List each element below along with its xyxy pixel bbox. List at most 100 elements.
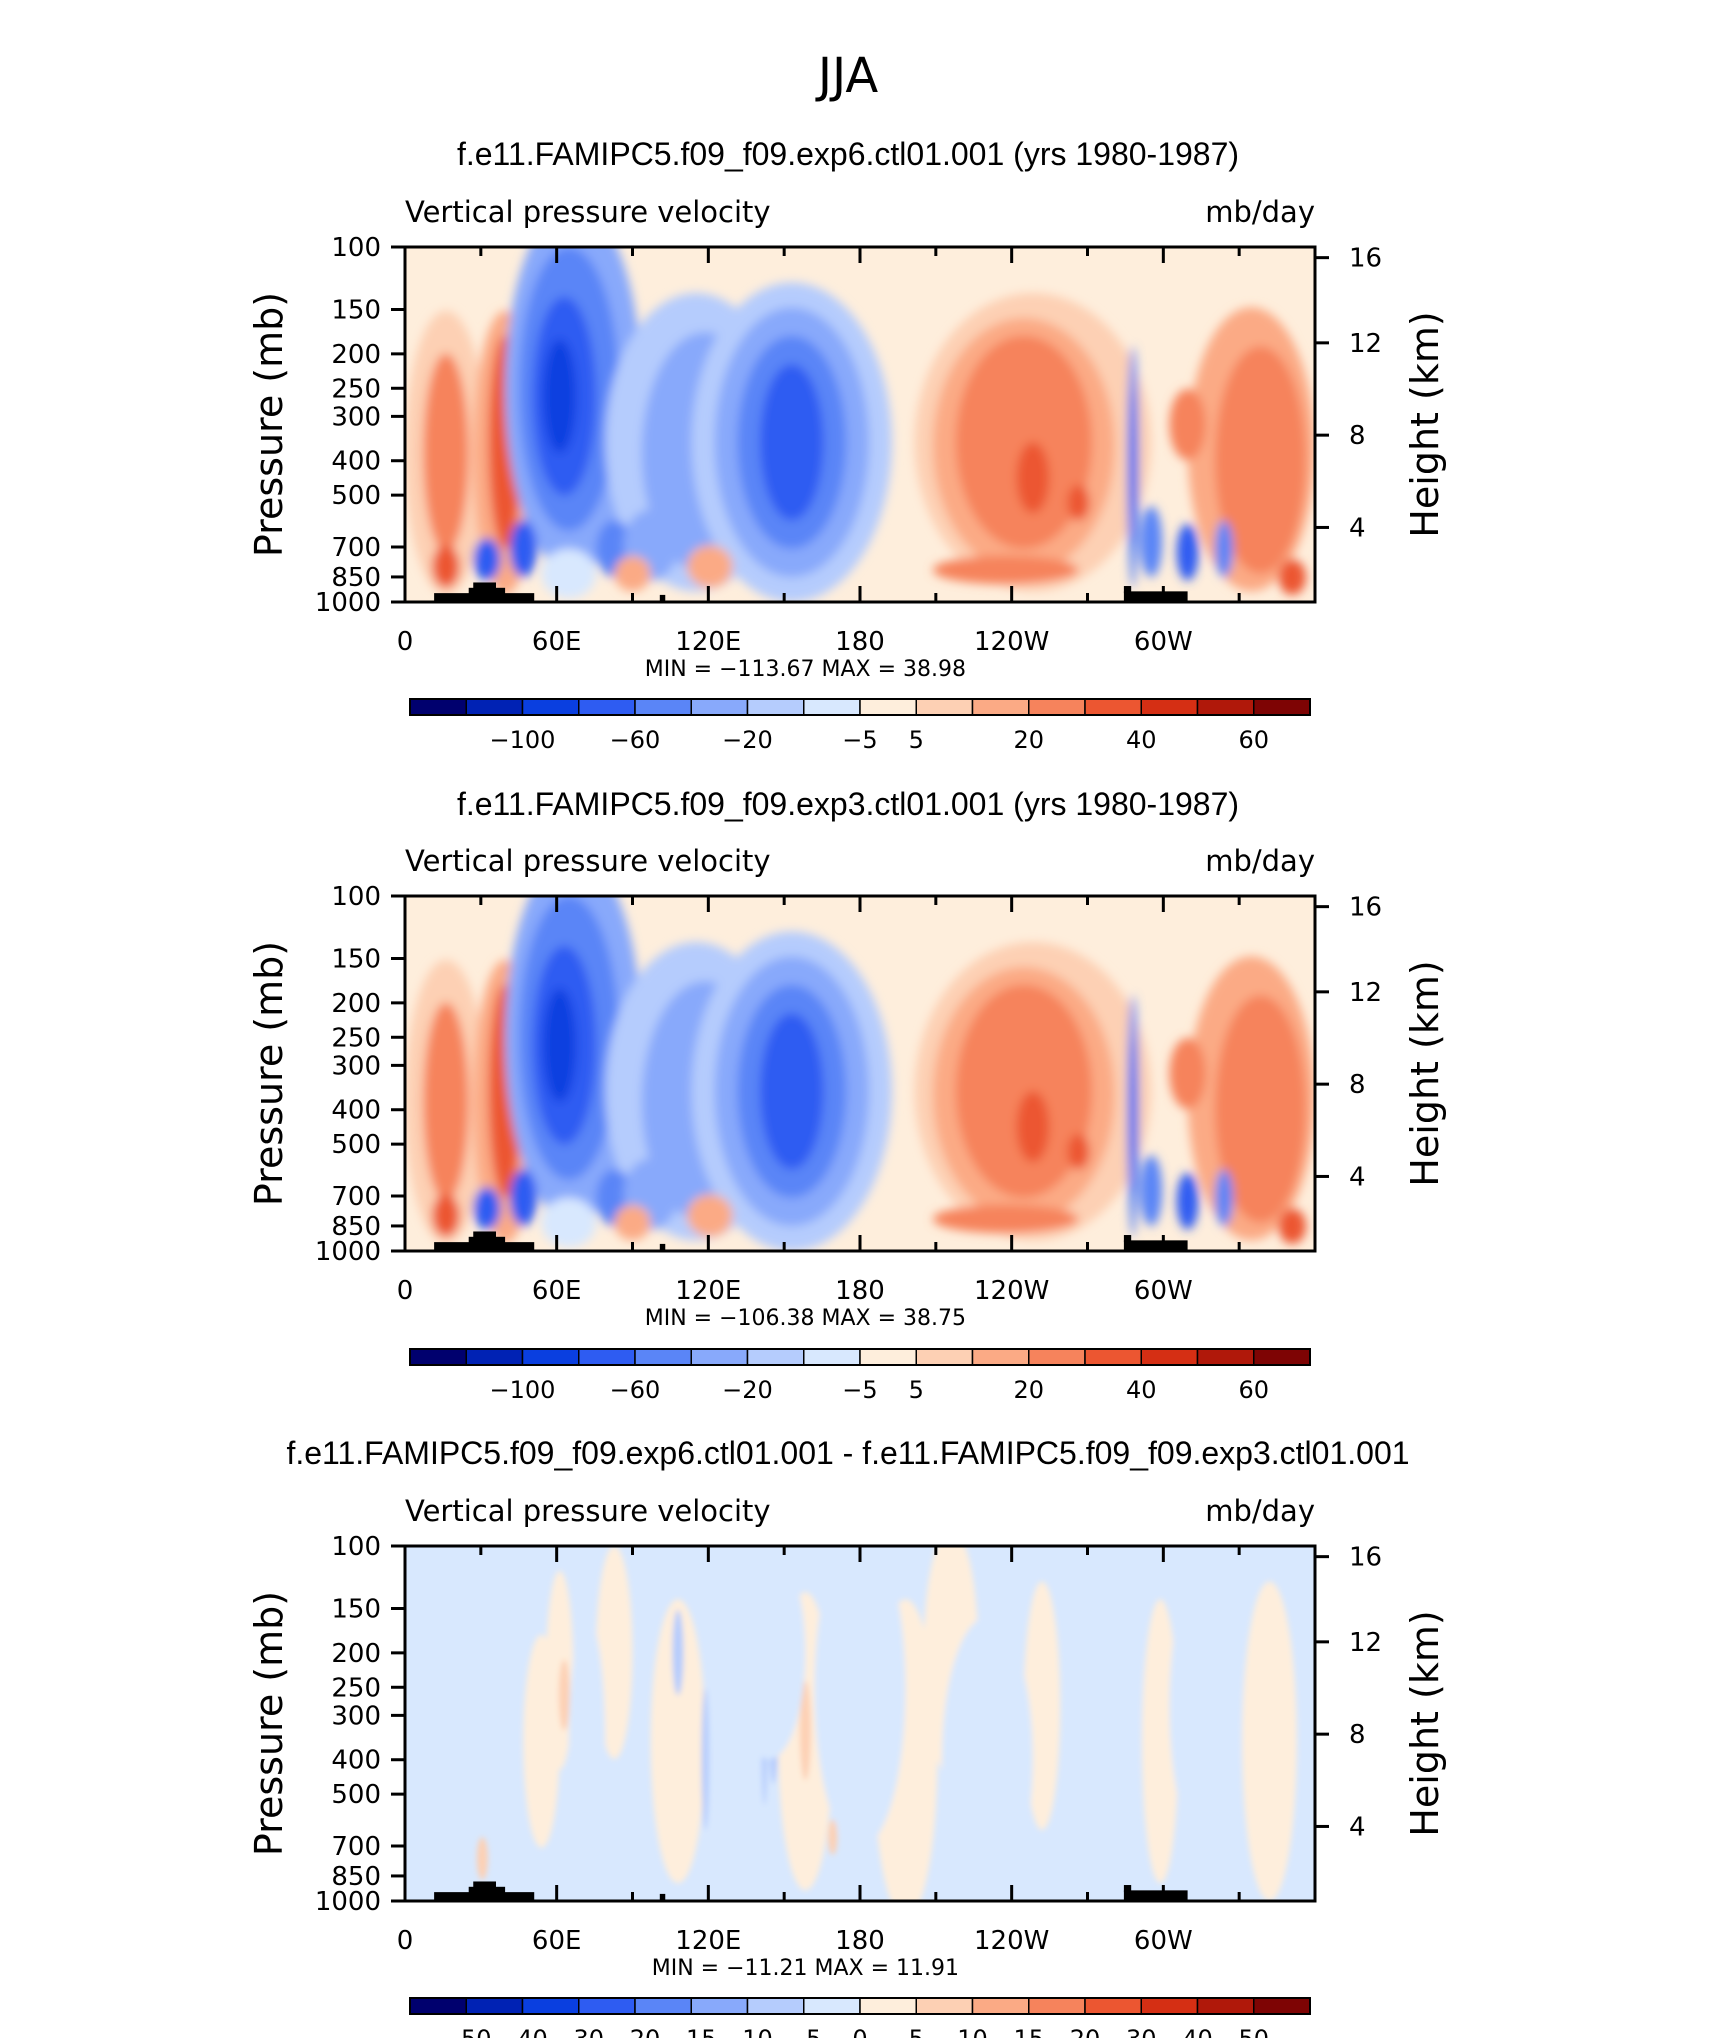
colorbar-box [1140, 698, 1199, 716]
y-tick-label: 150 [331, 945, 381, 975]
field-contour [672, 1609, 684, 1696]
y-tick-label: 250 [331, 1023, 381, 1053]
colorbar-box [578, 1997, 636, 2015]
colorbar-label: 20 [1070, 2025, 1101, 2038]
colorbar-box [1253, 1348, 1311, 1366]
colorbar-box [634, 1997, 692, 2015]
height-tick-label: 12 [1349, 1628, 1382, 1658]
x-tick-label: 120W [974, 627, 1049, 657]
colorbar-label: −20 [610, 2025, 661, 2038]
y-tick-label: 400 [331, 447, 381, 477]
y-axis-title: Pressure (mb) [247, 941, 291, 1206]
topography-block [468, 587, 506, 602]
field-contour [732, 1546, 806, 1759]
min-max-stats: MIN = −11.21 MAX = 11.91 [652, 1956, 959, 1981]
field-contour [543, 988, 577, 1102]
field-contour [450, 1563, 506, 1813]
y-tick-label: 850 [331, 563, 381, 593]
colorbar-box [690, 1997, 749, 2015]
field-contour [701, 1688, 709, 1830]
topography-block [1123, 586, 1132, 594]
field-contour [932, 1204, 1079, 1234]
colorbar-box [803, 698, 861, 716]
x-tick-label: 60E [532, 627, 582, 657]
x-tick-label: 0 [397, 627, 414, 657]
field-contour [1129, 1038, 1137, 1195]
figure-title: JJA [815, 48, 878, 104]
field-contour [759, 1013, 824, 1170]
x-tick-label: 0 [397, 1276, 414, 1306]
colorbar-box [465, 1348, 524, 1366]
colorbar-box [746, 1997, 805, 2015]
height-tick-label: 4 [1349, 513, 1366, 543]
topography-block [659, 1893, 666, 1901]
colorbar-box [1084, 1997, 1142, 2015]
colorbar-box [465, 698, 524, 716]
y-tick-label: 500 [331, 1780, 381, 1810]
colorbar-label: 30 [1126, 2025, 1157, 2038]
topography-block [468, 1236, 506, 1251]
colorbar-box [409, 698, 467, 716]
y-tick-label: 300 [331, 402, 381, 432]
contour-field [405, 1546, 1315, 1901]
variable-label: Vertical pressure velocity [405, 195, 771, 229]
units-label: mb/day [1205, 1494, 1315, 1528]
field-contour [432, 545, 460, 588]
field-contour [1140, 506, 1163, 578]
colorbar-label: 20 [1013, 726, 1044, 754]
field-contour [955, 335, 1093, 549]
colorbar-box [1196, 1997, 1255, 2015]
colorbar-label: −5 [842, 726, 877, 754]
field-contour [432, 1194, 460, 1237]
topography [434, 1881, 1188, 1901]
topography-block [473, 582, 496, 590]
y-axis-title: Pressure (mb) [247, 1591, 291, 1856]
y-tick-label: 250 [331, 1673, 381, 1703]
colorbar-box [1196, 698, 1255, 716]
colorbar-label: −20 [722, 1376, 773, 1404]
topography-block [1123, 1240, 1188, 1251]
y-tick-label: 200 [331, 989, 381, 1019]
field-contour [1067, 1133, 1090, 1170]
colorbar-box [859, 698, 917, 716]
y-tick-label: 300 [331, 1051, 381, 1081]
field-contour [1129, 389, 1137, 546]
min-max-stats: MIN = −106.38 MAX = 38.75 [645, 1306, 966, 1331]
y-tick-label: 150 [331, 296, 381, 326]
field-contour [759, 364, 824, 521]
field-contour [473, 538, 501, 581]
colorbar-label: 50 [1238, 2025, 1269, 2038]
contour-field [405, 247, 1315, 602]
colorbar-frame [409, 1997, 1311, 2015]
height-tick-label: 12 [1349, 329, 1382, 359]
colorbar-label: −10 [722, 2025, 773, 2038]
panel-title: f.e11.FAMIPC5.f09_f09.exp3.ctl01.001 (yr… [457, 786, 1239, 822]
colorbar-box [1253, 698, 1311, 716]
topography-block [1123, 1885, 1132, 1893]
colorbar-label: −5 [842, 1376, 877, 1404]
y-tick-label: 1000 [315, 1237, 381, 1267]
colorbar-box [1084, 1348, 1142, 1366]
colorbar-box [859, 1997, 917, 2015]
field-contour [509, 520, 537, 578]
field-contour [614, 1204, 651, 1241]
topography-block [473, 1881, 496, 1889]
colorbar-label: 15 [1013, 2025, 1044, 2038]
field-contour [1176, 523, 1199, 581]
y-tick-label: 400 [331, 1096, 381, 1126]
colorbar-label: −50 [441, 2025, 492, 2038]
height-tick-label: 12 [1349, 978, 1382, 1008]
y-tick-label: 400 [331, 1746, 381, 1776]
y-tick-label: 500 [331, 1130, 381, 1160]
colorbar-box [409, 1997, 467, 2015]
field-contour [828, 1819, 838, 1855]
field-contour [1169, 1038, 1206, 1109]
topography [434, 1231, 1188, 1251]
field-contour [568, 1617, 606, 1866]
colorbar-box [971, 1997, 1030, 2015]
y-tick-label: 1000 [315, 588, 381, 618]
field-contour [1242, 1581, 1297, 1901]
colorbar: −100 −60 −20 −5 5 20 40 60 [409, 1348, 1311, 1404]
x-tick-label: 120E [675, 1276, 741, 1306]
